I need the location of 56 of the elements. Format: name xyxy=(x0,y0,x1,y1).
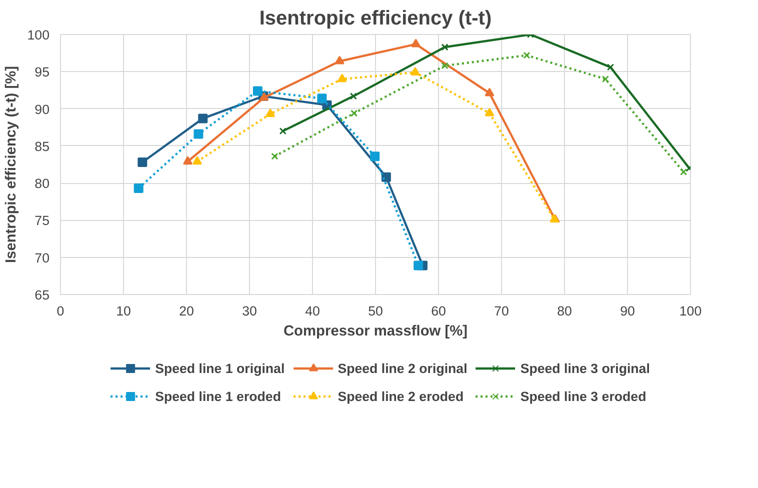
x-tick-label: 0 xyxy=(56,304,64,318)
x-tick-label: 90 xyxy=(620,304,635,318)
point xyxy=(680,168,688,176)
point xyxy=(441,44,448,51)
point xyxy=(198,114,208,124)
legend-label: Speed line 1 original xyxy=(155,360,285,376)
x-axis-title: Compressor massflow [%] xyxy=(283,324,468,340)
y-axis-title: Isentropic efficiency (t-t) [%] xyxy=(3,66,20,264)
point xyxy=(194,129,204,139)
point xyxy=(271,152,278,160)
legend-label: Speed line 1 eroded xyxy=(155,388,281,404)
point xyxy=(252,86,262,96)
x-tick-label: 70 xyxy=(494,304,509,318)
y-tick-label: 75 xyxy=(34,213,50,228)
point xyxy=(279,127,286,135)
y-tick-label: 85 xyxy=(34,138,50,154)
point xyxy=(410,67,420,76)
point xyxy=(523,52,530,59)
point xyxy=(411,38,421,48)
legend-label: Speed line 3 original xyxy=(520,360,650,376)
point xyxy=(337,74,347,82)
point xyxy=(350,92,358,100)
point xyxy=(381,172,391,182)
point xyxy=(370,152,380,162)
point xyxy=(183,156,193,165)
y-tick-label: 65 xyxy=(34,288,50,302)
x-tick-label: 50 xyxy=(368,304,383,318)
point xyxy=(441,62,448,70)
point xyxy=(350,110,358,117)
legend-label: Speed line 3 eroded xyxy=(520,388,646,404)
point xyxy=(266,108,276,118)
point xyxy=(414,260,424,270)
legend-label: Speed line 2 eroded xyxy=(338,388,464,404)
y-tick-label: 70 xyxy=(34,250,50,266)
x-tick-label: 40 xyxy=(305,304,320,318)
x-tick-label: 100 xyxy=(679,304,702,318)
point xyxy=(484,108,494,116)
x-tick-label: 80 xyxy=(557,304,572,318)
point xyxy=(192,156,202,165)
chart-title: Isentropic efficiency (t-t) xyxy=(259,8,492,30)
y-tick-label: 100 xyxy=(27,28,50,42)
legend-label: Speed line 2 original xyxy=(338,360,468,376)
y-tick-label: 95 xyxy=(34,64,50,80)
y-tick-label: 90 xyxy=(34,102,50,117)
x-tick-label: 10 xyxy=(116,304,131,318)
point xyxy=(334,56,344,64)
point xyxy=(317,94,327,104)
point xyxy=(134,184,144,194)
x-tick-label: 30 xyxy=(242,304,257,318)
y-tick-label: 80 xyxy=(34,176,50,192)
point xyxy=(606,64,614,71)
point xyxy=(138,158,148,168)
point xyxy=(484,88,494,96)
x-tick-label: 20 xyxy=(179,304,194,318)
point xyxy=(602,75,610,83)
x-tick-label: 60 xyxy=(431,304,446,318)
